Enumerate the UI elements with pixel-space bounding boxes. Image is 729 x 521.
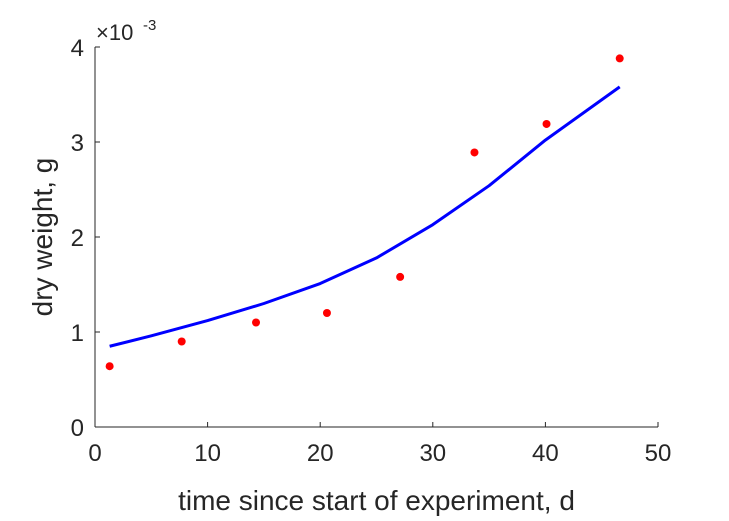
data-point xyxy=(615,54,624,63)
y-ticks: 0 1 2 3 4 xyxy=(71,35,100,442)
y-exponent-power: -3 xyxy=(143,17,156,34)
y-axis-label: dry weight, g xyxy=(27,158,58,317)
data-point xyxy=(396,272,405,281)
x-axis-label: time since start of experiment, d xyxy=(178,485,575,516)
data-point xyxy=(105,362,114,371)
x-tick-label: 0 xyxy=(88,440,101,467)
fit-curve xyxy=(109,85,621,348)
x-tick-label: 20 xyxy=(307,440,334,467)
y-tick-label: 0 xyxy=(71,415,84,442)
x-tick-label: 40 xyxy=(532,440,559,467)
data-point xyxy=(542,119,551,128)
x-ticks: 0 10 20 30 40 50 xyxy=(88,422,671,467)
series-layer xyxy=(105,54,624,371)
y-exponent-base: ×10 xyxy=(96,20,133,45)
data-point xyxy=(252,318,261,327)
data-point xyxy=(322,309,331,317)
y-tick-label: 4 xyxy=(71,35,84,62)
data-point xyxy=(470,148,479,157)
x-tick-label: 30 xyxy=(419,440,446,467)
y-tick-label: 3 xyxy=(71,130,84,157)
plot-area xyxy=(94,47,658,428)
data-point xyxy=(177,337,186,346)
y-tick-label: 2 xyxy=(71,225,84,252)
x-tick-label: 10 xyxy=(194,440,221,467)
y-tick-label: 1 xyxy=(71,320,84,347)
x-tick-label: 50 xyxy=(645,440,672,467)
